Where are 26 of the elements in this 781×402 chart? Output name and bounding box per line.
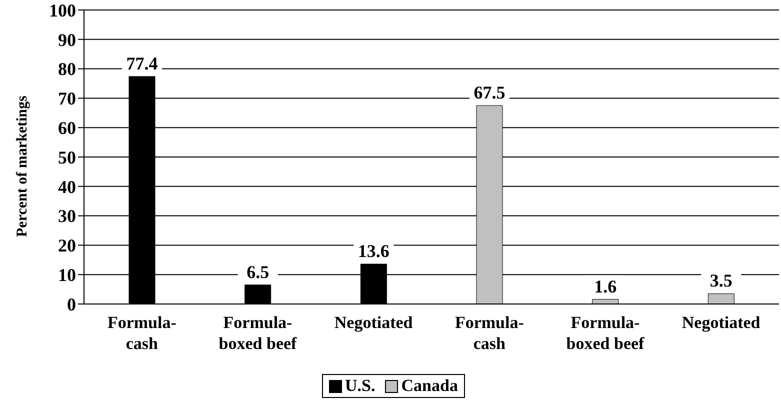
data-label: 67.5 (474, 82, 506, 103)
x-tick-label: Formula-cash (107, 313, 177, 353)
y-tick-label: 20 (58, 236, 76, 256)
y-tick-label: 40 (58, 176, 76, 197)
data-label: 13.6 (358, 241, 390, 262)
data-label: 6.5 (246, 262, 270, 282)
x-tick-label: Formula-cash (454, 313, 524, 353)
y-tick-label: 0 (67, 294, 76, 314)
x-tick-label: Formula-boxed beef (218, 313, 298, 353)
x-tick-label: Formula-boxed beef (566, 313, 645, 353)
y-tick-label: 70 (58, 88, 76, 109)
y-tick-label: 90 (58, 30, 76, 50)
x-tick-label: Negotiated (334, 313, 414, 332)
y-tick-label: 30 (58, 206, 76, 226)
y-tick-label: 80 (58, 59, 76, 80)
y-tick-label: 100 (49, 0, 76, 20)
x-tick-label: Negotiated (682, 313, 761, 332)
data-label: 3.5 (710, 270, 732, 291)
y-axis-title: Percent of marketings (14, 95, 30, 237)
data-label: 77.4 (126, 53, 158, 74)
legend-label: Canada (400, 376, 458, 396)
y-tick-label: 50 (58, 147, 76, 168)
y-tick-label: 60 (58, 118, 76, 138)
y-tick-label: 10 (58, 264, 76, 285)
legend-label: U.S. (344, 376, 376, 396)
data-label: 1.6 (594, 276, 617, 296)
